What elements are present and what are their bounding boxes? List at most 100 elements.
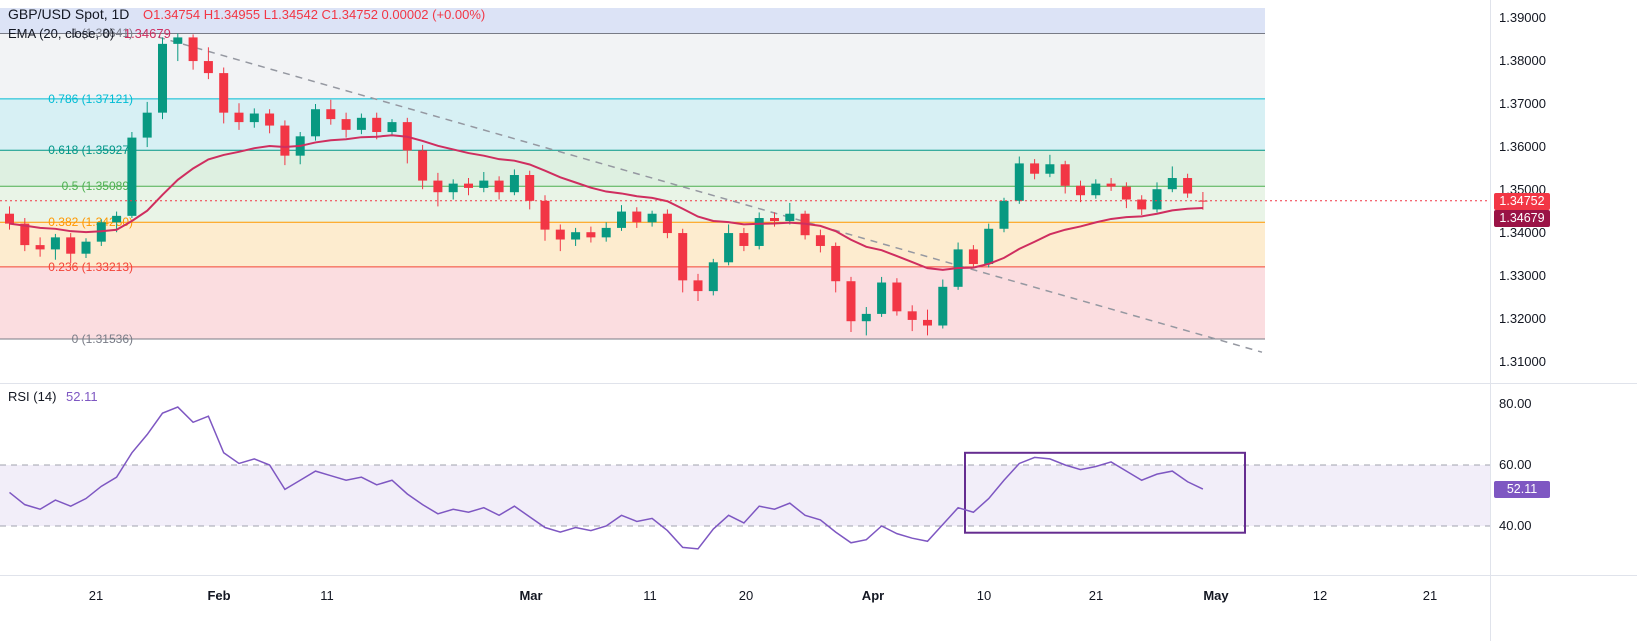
candle-body: [586, 232, 596, 238]
candle-body: [770, 218, 779, 222]
candle-body: [479, 180, 489, 188]
candle-body: [203, 61, 213, 74]
candle-body: [1060, 164, 1070, 186]
rsi-axis-label: 60.00: [1499, 457, 1532, 472]
fib-band: [0, 98, 1265, 151]
candle-body: [372, 117, 382, 133]
candle-body: [112, 215, 122, 223]
ema-value: 1.34679: [123, 26, 171, 41]
candles: [5, 33, 1208, 336]
candle-body: [892, 282, 902, 312]
fib-label: 0.236 (1.33213): [48, 259, 133, 274]
candle-body: [234, 112, 244, 123]
candle-body: [1137, 199, 1147, 210]
ema-line[interactable]: [9, 134, 1203, 271]
fib-band: [0, 222, 1265, 267]
candle-body: [1030, 163, 1040, 174]
candle-body: [601, 227, 611, 238]
fib-label: 1 (1.38641): [71, 26, 133, 41]
symbol-title[interactable]: GBP/USD Spot, 1D: [8, 6, 130, 22]
candle-body: [907, 311, 917, 320]
candle-body: [356, 117, 366, 130]
rsi-indicator-label[interactable]: RSI (14): [8, 389, 57, 404]
candle-body: [158, 43, 167, 113]
candle-body: [708, 262, 718, 292]
candle-body: [877, 282, 887, 314]
candle-body: [831, 245, 841, 282]
price-axis-label: 1.32000: [1499, 311, 1546, 327]
candle-body: [1106, 183, 1116, 187]
fib-band: [0, 8, 1265, 34]
time-axis-label: 21: [88, 588, 104, 603]
ema-price-badge: 1.34679: [1494, 209, 1550, 227]
candle-body: [693, 280, 703, 292]
pane-divider[interactable]: [0, 383, 1637, 384]
price-axis-label: 1.39000: [1499, 10, 1546, 26]
candle-body: [20, 223, 30, 246]
candle-body: [861, 313, 871, 322]
time-axis-label: Apr: [861, 588, 885, 603]
rsi-axis-label: 80.00: [1499, 396, 1532, 411]
candle-body: [280, 125, 290, 156]
price-axis[interactable]: 1.34752 1.34679 52.11 1.39000 1.38000 1.37…: [1490, 0, 1637, 641]
time-axis-label: 11: [320, 588, 334, 603]
rsi-value-badge: 52.11: [1494, 481, 1550, 499]
candle-body: [1076, 185, 1085, 196]
candle-body: [968, 249, 978, 265]
ema-indicator-label[interactable]: EMA (20, close, 0): [8, 26, 115, 41]
candle-body: [555, 229, 565, 240]
time-axis-label: Feb: [207, 588, 231, 603]
candle-body: [448, 183, 458, 193]
candle-body: [571, 232, 581, 240]
candle-body: [326, 109, 336, 120]
rsi-line[interactable]: [9, 406, 1204, 550]
price-axis-label: 1.33000: [1499, 268, 1546, 284]
candle-body: [418, 150, 428, 181]
candle-body: [494, 180, 504, 193]
candle-body: [387, 122, 397, 133]
rsi-axis-label: 40.00: [1499, 518, 1532, 533]
candle-body: [1014, 163, 1024, 201]
time-axis-label: 11: [643, 588, 657, 603]
candle-body: [219, 73, 229, 113]
symbol-legend[interactable]: GBP/USD Spot, 1D O1.34754 H1.34955 L1.34…: [8, 5, 485, 43]
candle-body: [81, 241, 91, 254]
candle-body: [1045, 164, 1055, 174]
candle-body: [5, 213, 14, 224]
time-axis-label: 12: [1312, 588, 1328, 603]
fib-label: 0.618 (1.35927): [48, 143, 133, 158]
candle-body: [754, 218, 764, 246]
time-axis-label: 21: [1088, 588, 1104, 603]
candle-body: [173, 37, 183, 44]
fib-label: 0.382 (1.34250): [48, 215, 133, 230]
ohlc-values: O1.34754 H1.34955 L1.34542 C1.34752 0.00…: [143, 7, 486, 22]
candle-body: [632, 211, 642, 223]
candle-body: [662, 213, 672, 234]
candle-body: [678, 233, 688, 281]
candle-body: [127, 137, 137, 216]
ema-legend-row[interactable]: EMA (20, close, 0) 1.34679: [8, 24, 485, 43]
rsi-band: [0, 465, 1490, 526]
time-axis-label: 10: [976, 588, 992, 603]
price-axis-label: 1.36000: [1499, 139, 1546, 155]
time-axis[interactable]: 21 Feb 11 Mar 11 20 Apr 10 21 May 12 21: [0, 576, 1490, 641]
candle-body: [1198, 200, 1208, 202]
candle-body: [724, 233, 734, 263]
candle-body: [464, 183, 473, 188]
price-axis-label: 1.31000: [1499, 354, 1546, 370]
candle-body: [739, 233, 749, 246]
candle-body: [647, 213, 657, 223]
trendline[interactable]: [157, 36, 1263, 353]
time-axis-label: 21: [1422, 588, 1438, 603]
time-axis-label: Mar: [519, 588, 543, 603]
rsi-highlight-box[interactable]: [964, 451, 1246, 534]
price-axis-label: 1.37000: [1499, 96, 1546, 112]
rsi-legend[interactable]: RSI (14) 52.11: [8, 388, 98, 405]
candle-body: [509, 175, 519, 193]
candle-body: [341, 119, 351, 130]
candle-body: [540, 200, 550, 230]
candle-body: [846, 281, 856, 322]
symbol-legend-row[interactable]: GBP/USD Spot, 1D O1.34754 H1.34955 L1.34…: [8, 5, 485, 24]
